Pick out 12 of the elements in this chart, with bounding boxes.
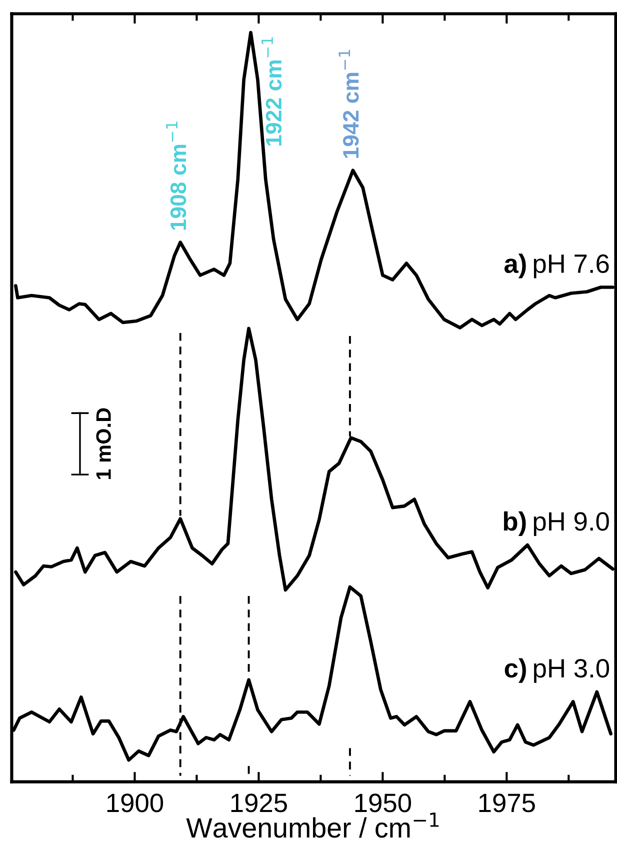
series-label: a) pH 7.6 (504, 254, 609, 278)
annotation: 1908 cm$^{−1}$ (166, 122, 186, 230)
x-tick-label: 1925 (231, 794, 287, 812)
x-tick-label: 1900 (107, 794, 164, 812)
annotation: 1922 cm$^{−1}$ (262, 37, 282, 146)
series-label: c) pH 3.0 (504, 658, 610, 683)
x-axis-title: Wavenumber / cm$^{−1}$ (186, 812, 439, 838)
x-tick-label: 1975 (479, 794, 535, 812)
annotation: 1 mO.D (96, 408, 111, 480)
series-label: b) pH 9.0 (504, 511, 609, 536)
annotation: 1942 cm$^{−1}$ (338, 50, 359, 158)
x-tick-label: 1950 (355, 794, 411, 812)
